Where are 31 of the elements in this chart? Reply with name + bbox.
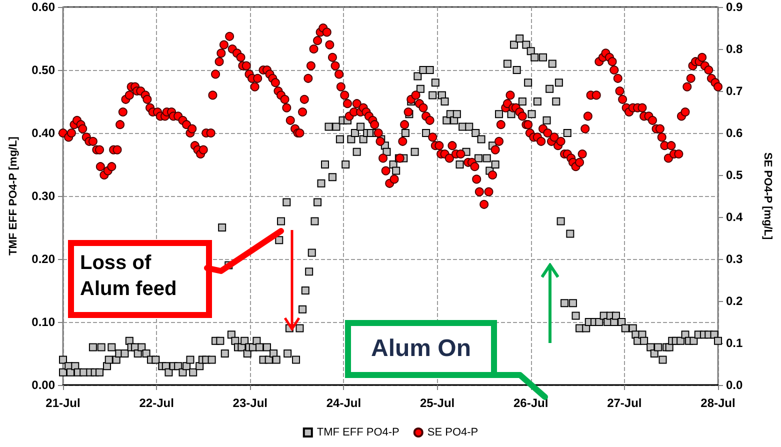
- y2-tick-label: 0.5: [726, 168, 744, 182]
- x-tick-label: 21-Jul: [46, 396, 80, 410]
- y-tick-label: 0.10: [32, 315, 56, 329]
- y2-tick-label: 0.1: [726, 336, 744, 350]
- y-tick-label: 0.00: [32, 378, 56, 392]
- y2-tick-label: 0.9: [726, 0, 744, 14]
- y-tick-label: 0.40: [32, 126, 56, 140]
- x-tick-label: 28-Jul: [700, 396, 736, 410]
- y2-tick-label: 0.8: [726, 42, 744, 56]
- annotation: Loss of Alum feed: [80, 251, 178, 302]
- x-tick-label: 24-Jul: [326, 396, 362, 410]
- y2-axis-title: SE PO4-P [mg/L]: [762, 152, 774, 240]
- x-tick-label: 22-Jul: [139, 396, 174, 410]
- y2-tick-label: 0.2: [726, 294, 744, 308]
- y2-tick-label: 0.6: [726, 126, 744, 140]
- legend-label: TMF EFF PO4-P: [316, 426, 400, 438]
- y-axis-title: TMF EFF PO4-P [mg/L]: [8, 136, 20, 256]
- x-tick-label: 26-Jul: [514, 396, 548, 410]
- y-tick-label: 0.30: [32, 189, 56, 203]
- y-tick-label: 0.60: [32, 0, 56, 14]
- legend-label: SE PO4-P: [427, 426, 478, 438]
- y2-tick-label: 0.0: [726, 378, 744, 392]
- x-tick-label: 23-Jul: [232, 396, 268, 410]
- x-tick-label: 25-Jul: [420, 396, 455, 410]
- y2-tick-label: 0.3: [726, 252, 744, 266]
- y-tick-label: 0.20: [32, 252, 56, 266]
- y-tick-label: 0.50: [32, 63, 56, 77]
- annotation: Alum On: [370, 334, 472, 364]
- x-tick-label: 27-Jul: [607, 396, 642, 410]
- y2-tick-label: 0.7: [726, 84, 744, 98]
- y2-tick-label: 0.4: [726, 210, 744, 224]
